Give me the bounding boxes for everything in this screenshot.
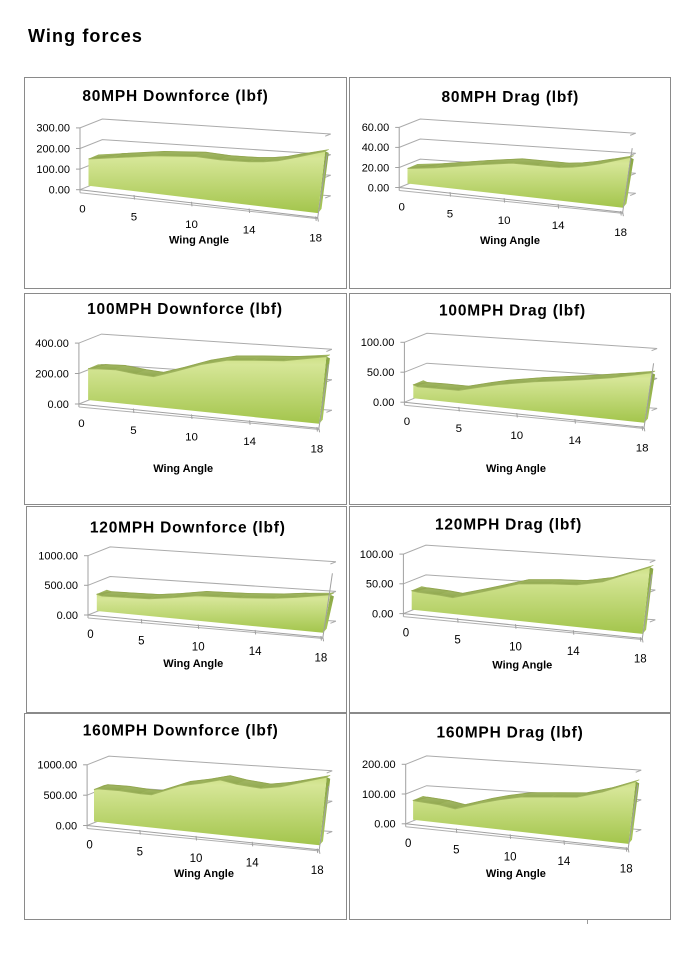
svg-text:14: 14 [566, 646, 579, 658]
svg-text:5: 5 [130, 425, 136, 437]
svg-text:500.00: 500.00 [44, 580, 78, 592]
svg-text:Wing Angle: Wing Angle [480, 235, 540, 247]
svg-text:0.00: 0.00 [56, 609, 77, 621]
svg-text:120MPH Drag (lbf): 120MPH Drag (lbf) [434, 516, 581, 533]
svg-text:14: 14 [243, 436, 256, 448]
svg-text:0.00: 0.00 [48, 185, 69, 197]
svg-text:5: 5 [453, 844, 459, 856]
svg-text:100.00: 100.00 [362, 788, 396, 800]
svg-text:18: 18 [619, 863, 632, 875]
svg-text:10: 10 [510, 430, 523, 442]
svg-text:100MPH Drag (lbf): 100MPH Drag (lbf) [439, 303, 586, 320]
svg-text:18: 18 [314, 652, 327, 664]
svg-text:0: 0 [403, 416, 409, 428]
svg-text:0: 0 [86, 839, 92, 851]
svg-text:14: 14 [245, 857, 258, 869]
svg-text:400.00: 400.00 [35, 338, 69, 350]
svg-text:60.00: 60.00 [361, 122, 389, 134]
svg-text:0: 0 [402, 627, 408, 639]
svg-text:1000.00: 1000.00 [37, 759, 77, 771]
svg-text:Wing Angle: Wing Angle [169, 235, 229, 247]
svg-text:0.00: 0.00 [373, 397, 394, 409]
svg-text:5: 5 [446, 209, 452, 221]
svg-text:160MPH Downforce (lbf): 160MPH Downforce (lbf) [82, 722, 278, 739]
svg-text:14: 14 [557, 856, 570, 868]
svg-text:80MPH Drag (lbf): 80MPH Drag (lbf) [441, 89, 579, 106]
svg-text:0: 0 [398, 202, 404, 214]
svg-text:14: 14 [568, 435, 581, 447]
svg-text:0.00: 0.00 [55, 820, 76, 832]
svg-text:0: 0 [87, 629, 93, 641]
svg-text:0.00: 0.00 [374, 818, 395, 830]
svg-text:80MPH Downforce (lbf): 80MPH Downforce (lbf) [82, 88, 268, 105]
svg-text:18: 18 [310, 444, 323, 456]
svg-text:10: 10 [189, 853, 202, 865]
svg-text:20.00: 20.00 [361, 162, 389, 174]
svg-text:10: 10 [509, 641, 522, 653]
svg-text:5: 5 [130, 212, 136, 224]
svg-text:18: 18 [635, 443, 648, 455]
svg-text:50.00: 50.00 [365, 578, 393, 590]
svg-text:Wing Angle: Wing Angle [485, 867, 545, 879]
svg-text:0: 0 [78, 418, 84, 430]
svg-text:50.00: 50.00 [366, 367, 394, 379]
svg-text:14: 14 [248, 645, 261, 657]
svg-text:100.00: 100.00 [360, 337, 394, 349]
svg-text:10: 10 [185, 432, 198, 444]
svg-text:5: 5 [454, 634, 460, 646]
svg-text:120MPH Downforce (lbf): 120MPH Downforce (lbf) [89, 519, 285, 536]
svg-text:18: 18 [614, 227, 627, 239]
svg-text:Wing Angle: Wing Angle [153, 463, 213, 475]
svg-text:14: 14 [551, 220, 564, 232]
svg-text:200.00: 200.00 [36, 143, 70, 155]
svg-text:Wing Angle: Wing Angle [163, 657, 223, 669]
svg-text:5: 5 [136, 846, 142, 858]
svg-text:0.00: 0.00 [371, 608, 392, 620]
svg-text:10: 10 [191, 641, 204, 653]
svg-text:500.00: 500.00 [43, 790, 77, 802]
svg-text:100MPH Downforce (lbf): 100MPH Downforce (lbf) [87, 301, 283, 318]
svg-text:0: 0 [404, 837, 410, 849]
svg-text:10: 10 [503, 851, 516, 863]
svg-text:Wing Angle: Wing Angle [486, 463, 546, 475]
svg-text:200.00: 200.00 [35, 369, 69, 381]
svg-text:100.00: 100.00 [359, 548, 393, 560]
svg-text:Wing Angle: Wing Angle [174, 868, 234, 880]
svg-text:5: 5 [455, 423, 461, 435]
svg-text:18: 18 [309, 233, 322, 245]
svg-text:40.00: 40.00 [361, 142, 389, 154]
svg-text:10: 10 [185, 219, 198, 231]
svg-text:0.00: 0.00 [367, 182, 388, 194]
svg-text:18: 18 [633, 653, 646, 665]
svg-text:1000.00: 1000.00 [38, 550, 78, 562]
svg-text:100.00: 100.00 [36, 164, 70, 176]
svg-text:18: 18 [310, 864, 323, 876]
svg-text:10: 10 [497, 215, 510, 227]
svg-text:0.00: 0.00 [47, 399, 68, 411]
svg-text:5: 5 [138, 635, 144, 647]
svg-text:160MPH Drag (lbf): 160MPH Drag (lbf) [436, 724, 583, 741]
svg-text:200.00: 200.00 [362, 759, 396, 771]
svg-text:300.00: 300.00 [36, 123, 70, 135]
svg-text:0: 0 [79, 204, 85, 216]
svg-text:Wing Angle: Wing Angle [492, 659, 552, 671]
svg-text:14: 14 [242, 225, 255, 237]
